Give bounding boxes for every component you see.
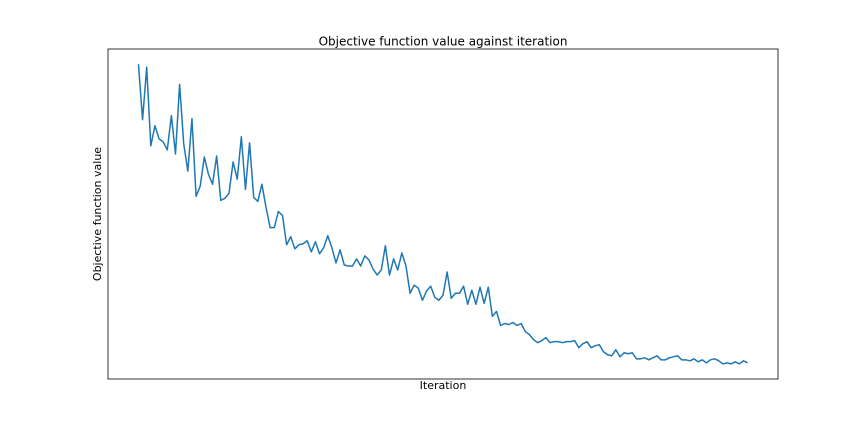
y-axis-label: Objective function value [91, 147, 104, 281]
x-axis-label: Iteration [420, 379, 467, 392]
chart-title: Objective function value against iterati… [319, 35, 568, 49]
data-line [137, 64, 748, 365]
plot-frame [107, 48, 779, 380]
